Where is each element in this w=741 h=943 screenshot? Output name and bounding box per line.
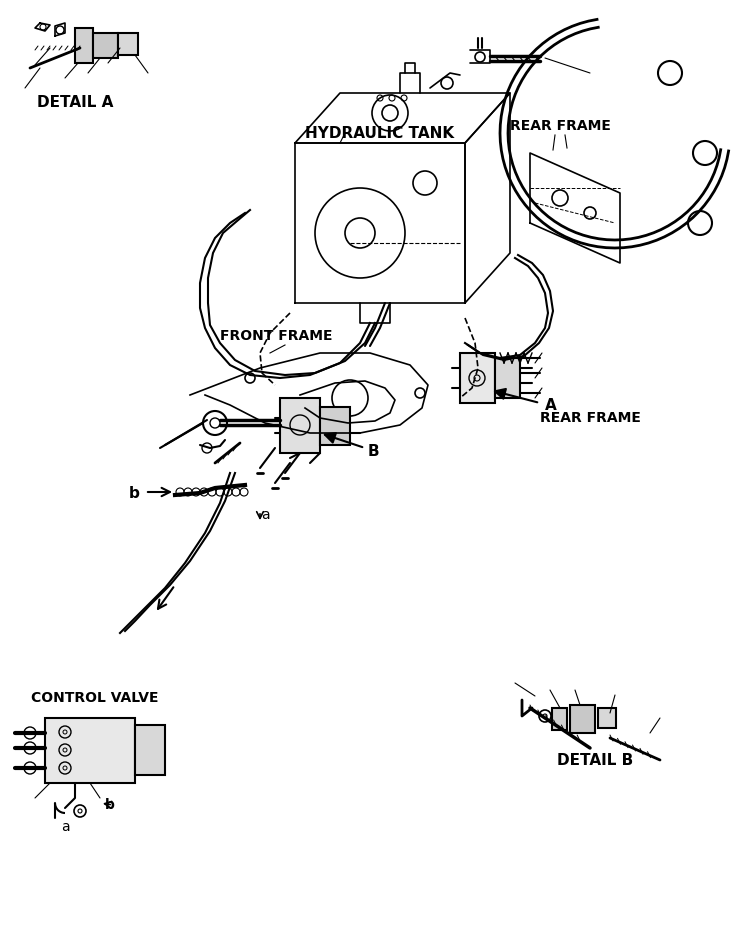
Bar bbox=[118, 33, 138, 55]
Bar bbox=[280, 398, 320, 453]
Text: CONTROL VALVE: CONTROL VALVE bbox=[31, 691, 159, 705]
Text: A: A bbox=[545, 399, 556, 413]
Text: FRONT FRAME: FRONT FRAME bbox=[220, 329, 333, 343]
Text: b: b bbox=[105, 798, 115, 812]
Bar bbox=[93, 33, 118, 58]
Text: REAR FRAME: REAR FRAME bbox=[540, 411, 641, 425]
Bar bbox=[495, 358, 520, 398]
Text: B: B bbox=[368, 443, 379, 458]
Bar bbox=[598, 708, 616, 728]
Bar bbox=[570, 705, 595, 733]
Text: HYDRAULIC TANK: HYDRAULIC TANK bbox=[305, 125, 454, 141]
Text: b: b bbox=[129, 486, 140, 501]
Text: DETAIL A: DETAIL A bbox=[37, 95, 113, 110]
Bar bbox=[45, 718, 135, 783]
Text: REAR FRAME: REAR FRAME bbox=[510, 119, 611, 133]
Text: a: a bbox=[261, 508, 269, 522]
Bar bbox=[135, 725, 165, 775]
Bar bbox=[75, 28, 93, 63]
Bar bbox=[320, 407, 350, 445]
Bar bbox=[460, 353, 495, 403]
Text: a: a bbox=[61, 820, 70, 834]
Bar bbox=[552, 708, 567, 730]
Text: DETAIL B: DETAIL B bbox=[557, 753, 633, 768]
